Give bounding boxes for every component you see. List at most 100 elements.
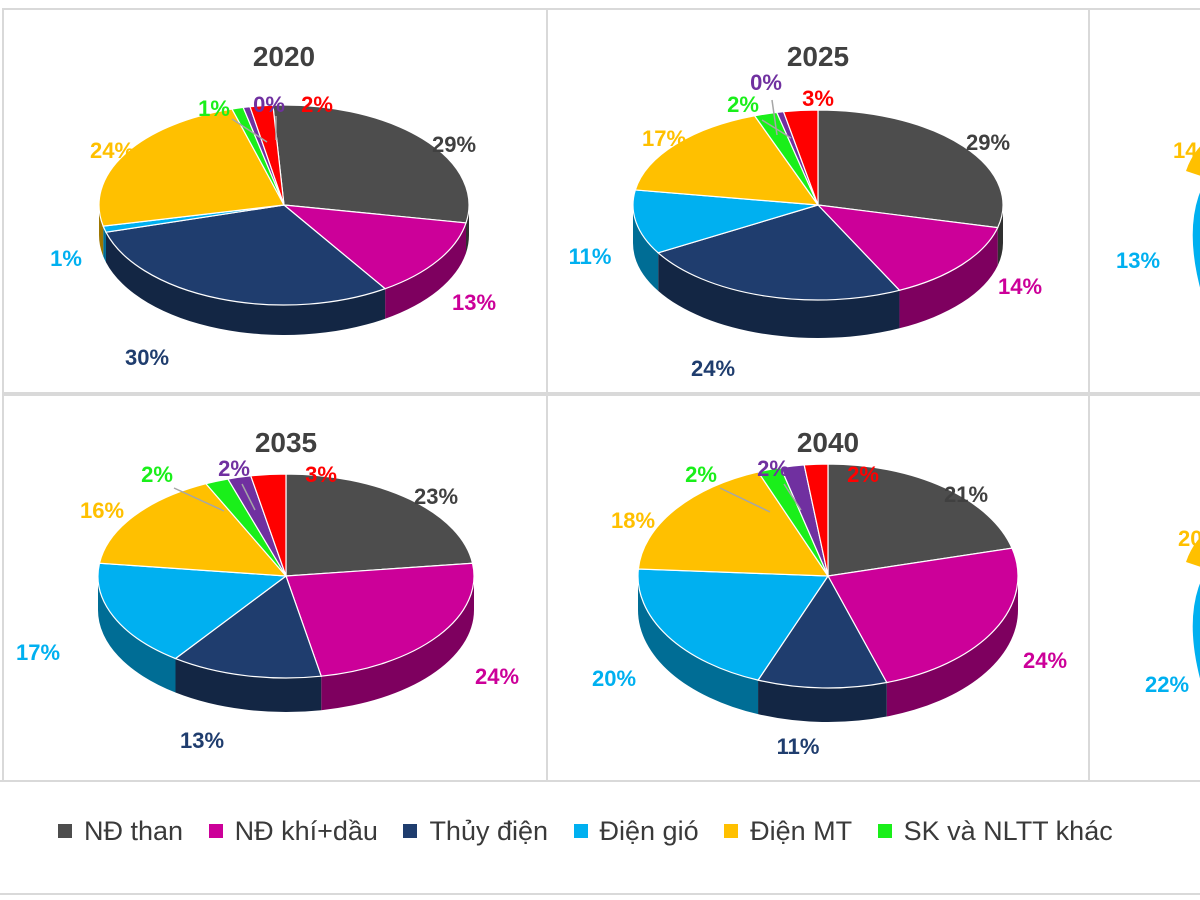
pie-slice-8 [249,473,287,577]
pie-depth [98,576,474,712]
pie-slice-side [638,576,759,715]
pie-slice-1 [817,109,1004,229]
pie-slice-3 [105,204,387,306]
data-label: 13% [452,290,496,315]
pie-slice-4 [97,562,288,660]
pie-chart-2025: 2025 29% 14% 24% 11% 17% 2%0% 3% [569,41,1042,381]
legend-item-dien-gio: Điện gió [573,816,699,847]
pie-slice-5 [98,483,288,577]
data-label: 30% [125,345,169,370]
legend-swatch [724,823,739,838]
pie-slices [98,104,470,306]
pie-slice-2 [816,204,999,291]
pie-slice-4 [632,189,819,254]
data-label: 3% [802,86,834,111]
data-label: 11% [569,244,612,269]
data-label: 29% [966,130,1010,155]
data-label: 2% [218,456,250,481]
legend-item-dien-mt: Điện MT [724,816,852,847]
pie-slices [637,463,1019,689]
chart-title: 2020 [253,41,315,72]
chart-title: 2025 [787,41,849,72]
pie-slice-2 [282,204,467,290]
data-label: 13% [180,728,224,753]
pie-slice-3 [757,574,888,689]
pie-slice-5 [637,471,830,577]
data-label: 21% [944,482,988,507]
pie-slice-1 [272,104,470,224]
data-label: 0% [253,92,285,117]
data-label: 23% [414,484,458,509]
pie-slice-5 [98,108,285,227]
pie-slice-side [633,205,659,291]
data-label: 2% [685,462,717,487]
legend-item-nd-than: NĐ than [58,816,183,847]
pie-depth [638,576,1018,722]
pie-slice-side [758,680,887,722]
pie-slice-side [98,576,176,693]
legend-label: Thủy điện [429,816,549,846]
chart-panel-cropped-top: 13% 14 [1088,8,1200,394]
data-label: 18% [611,508,655,533]
pie-chart-2035: 2035 23% 24% 13% 17% 16% 2% 2% 3% [16,427,519,753]
pie-slices [97,473,475,679]
data-label: 1% [198,96,230,121]
data-label: 24% [475,664,519,689]
data-label: 2% [141,462,173,487]
data-label: 2% [757,456,789,481]
pie-depth [633,205,1003,339]
data-label: 24% [691,356,735,381]
data-label: 24% [90,138,134,163]
chart-panel-cropped-bottom: 22% 20% [1088,394,1200,782]
legend-swatch [403,823,418,838]
data-label: 24% [1023,648,1067,673]
pie-slice-4 [637,568,830,681]
pie-slice-1 [827,463,1013,577]
pie-slice-side [385,222,466,319]
pie-chart-2040: 2040 21% 24% 11% 20% 18% 2% 2% 2% [592,427,1067,759]
leader-line [719,487,771,513]
data-label: 0% [750,70,782,95]
chart-title: 2040 [797,427,859,458]
pie-fragment-dien-mt [1186,537,1200,567]
pie-fragment-dien-gio [1192,583,1200,679]
leader-line [771,99,778,136]
pie-depth [99,205,469,335]
pie-slice-side [886,576,1018,717]
pie-slice-side [321,576,474,711]
pie-chart-cropped-bottom: 22% 20% [1145,526,1200,697]
pie-slice-side [175,658,322,712]
pie-slices [632,109,1004,301]
pie-slice-3 [174,575,323,679]
leader-line [241,483,256,511]
data-label: 17% [16,640,60,665]
legend-label: NĐ than [84,816,184,846]
data-label: 17% [642,126,686,151]
pie-slice-side [105,232,386,335]
data-label: 22% [1145,672,1189,697]
legend-item-thuy-dien: Thủy điện [403,816,548,847]
pie-slice-2 [827,547,1019,684]
legend-item-sk-nltt: SK và NLTT khác [877,816,1113,847]
leader-line [783,483,802,511]
legend-item-nd-khi-dau: NĐ khí+dầu [208,816,378,847]
pie-slice-side [103,226,106,263]
data-label: 1% [50,246,82,271]
data-label: 2% [301,92,333,117]
legend-swatch [573,823,588,838]
chart-panel-2040: 2040 21% 24% 11% 20% 18% 2% 2% 2% [546,394,1090,782]
pie-slice-8 [803,463,829,577]
pie-slice-side [997,205,1003,266]
pie-slice-side [658,252,900,339]
pie-slice-1 [285,473,474,577]
pie-slice-2 [285,562,475,677]
pie-slice-5 [634,115,820,206]
leader-line [173,487,225,512]
data-label: 14 [1173,138,1198,163]
pie-slice-side [899,227,998,329]
chart-panel-2035: 2035 23% 24% 13% 17% 16% 2% 2% 3% [2,394,548,782]
data-label: 14% [998,274,1042,299]
pie-fragment-dien-gio [1192,192,1200,288]
data-label: 16% [80,498,124,523]
